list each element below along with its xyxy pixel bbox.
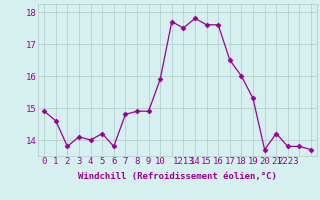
X-axis label: Windchill (Refroidissement éolien,°C): Windchill (Refroidissement éolien,°C) — [78, 172, 277, 181]
